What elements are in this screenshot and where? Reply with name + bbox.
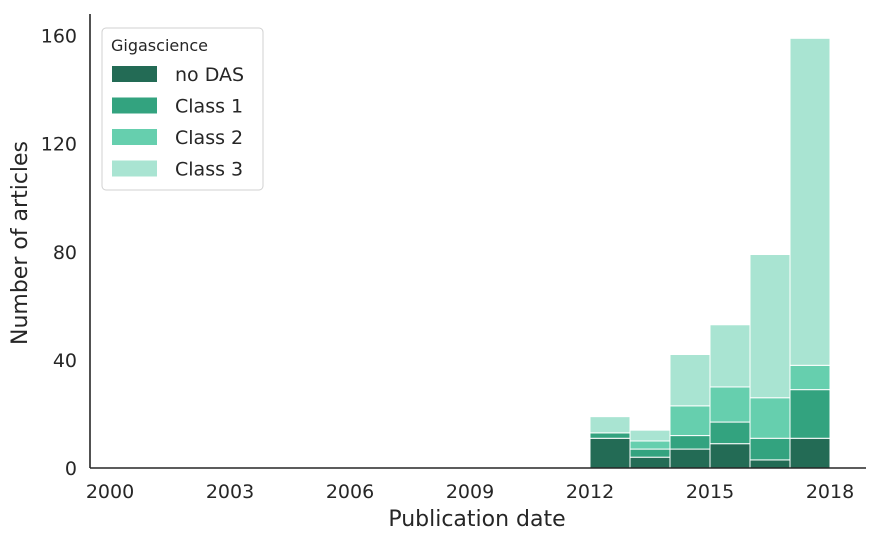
bar-segment: [709, 324, 751, 388]
bar-segment: [589, 432, 631, 439]
x-tick-labels: 2000 2003 2006 2009 2012 2015 2018: [86, 481, 854, 503]
bar-segment: [629, 448, 671, 458]
legend-label: Class 2: [175, 127, 243, 149]
x-tick-label: 2000: [86, 481, 134, 503]
bar-segment: [589, 437, 631, 469]
bar-segment: [629, 456, 671, 469]
x-tick-label: 2006: [326, 481, 374, 503]
x-tick-label: 2012: [566, 481, 614, 503]
legend-label: no DAS: [175, 64, 244, 86]
legend-items: no DAS Class 1 Class 2 Class 3: [112, 64, 244, 181]
bar-segment: [749, 437, 791, 461]
x-axis-title: Publication date: [388, 507, 565, 532]
legend-swatch: [112, 66, 157, 82]
bar-segment: [669, 448, 711, 469]
legend-label: Class 1: [175, 96, 243, 118]
bar-segment: [669, 354, 711, 407]
legend-title: Gigascience: [111, 36, 208, 55]
y-tick-label: 40: [53, 350, 77, 372]
bar-segment: [709, 443, 751, 469]
x-tick-label: 2009: [446, 481, 494, 503]
y-tick-labels: 0 40 80 120 160: [41, 26, 77, 480]
axes-layer: [89, 14, 866, 469]
bar-segment: [789, 364, 831, 391]
legend: Gigascience no DAS Class 1 Class 2 Class 3: [101, 27, 264, 191]
bar-segment: [709, 421, 751, 445]
bar-segment: [589, 416, 631, 434]
bar-segment: [709, 386, 751, 423]
bar-segment: [749, 397, 791, 439]
x-tick-label: 2003: [206, 481, 254, 503]
bar-segment: [629, 429, 671, 442]
bar-segment: [789, 37, 831, 366]
bar-segment: [789, 389, 831, 439]
y-tick-label: 160: [41, 26, 77, 48]
y-tick-label: 80: [53, 242, 77, 264]
bar-segment: [789, 437, 831, 469]
legend-swatch: [112, 97, 157, 114]
x-tick-label: 2018: [806, 481, 854, 503]
bar-segment: [669, 405, 711, 437]
bars-layer: [589, 37, 831, 469]
y-axis-title: Number of articles: [8, 141, 33, 345]
bar-segment: [749, 254, 791, 399]
bar-segment: [749, 459, 791, 469]
bar-segment: [669, 435, 711, 450]
y-tick-label: 120: [41, 134, 77, 156]
bar-segment: [629, 440, 671, 450]
legend-swatch: [112, 160, 157, 177]
y-tick-label: 0: [65, 458, 77, 480]
legend-swatch: [112, 129, 157, 145]
legend-label: Class 3: [175, 159, 243, 181]
x-tick-label: 2015: [686, 481, 734, 503]
